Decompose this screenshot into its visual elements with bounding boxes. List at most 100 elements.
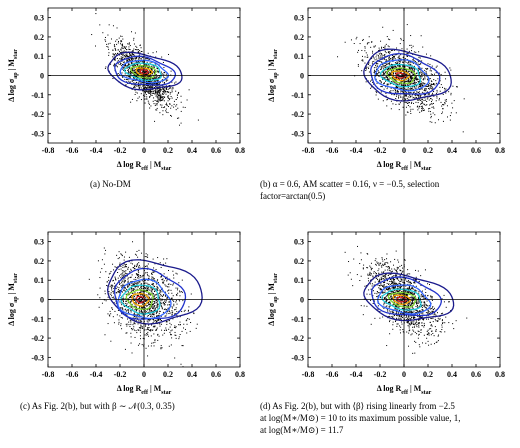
scatter-point [418, 85, 420, 87]
scatter-point [375, 264, 377, 266]
scatter-point [369, 271, 371, 273]
scatter-point [121, 51, 123, 53]
scatter-point [414, 290, 416, 292]
x-tick-label: -0.6 [66, 370, 79, 379]
scatter-point [138, 273, 140, 275]
scatter-point [414, 81, 416, 83]
scatter-point [398, 74, 400, 76]
scatter-point [161, 89, 163, 91]
scatter-point [421, 110, 423, 112]
scatter-point [409, 73, 411, 75]
scatter-point [416, 323, 418, 325]
scatter-point [161, 303, 163, 305]
scatter-point [427, 97, 429, 99]
scatter-point [157, 101, 159, 103]
scatter-point [421, 88, 423, 90]
scatter-point [439, 90, 441, 92]
scatter-point [164, 315, 166, 317]
scatter-point [178, 324, 180, 326]
scatter-point [136, 78, 138, 80]
scatter-point [435, 100, 437, 102]
scatter-point [418, 68, 420, 69]
scatter-point [176, 104, 178, 106]
scatter-point [154, 294, 156, 296]
scatter-point [117, 49, 119, 51]
scatter-point [397, 90, 399, 92]
scatter-point [152, 91, 154, 93]
scatter-point [149, 308, 151, 310]
scatter-point [408, 81, 410, 83]
scatter-point [152, 308, 154, 310]
scatter-point [144, 287, 146, 289]
scatter-point [386, 84, 388, 86]
scatter-point [427, 63, 429, 65]
scatter-point [377, 55, 379, 57]
scatter-point [128, 310, 130, 312]
scatter-point [116, 292, 118, 294]
scatter-point [380, 61, 382, 63]
scatter-point [149, 294, 151, 296]
scatter-point [412, 45, 414, 47]
scatter-point [111, 307, 113, 309]
scatter-point [393, 79, 395, 81]
scatter-point [146, 286, 148, 288]
scatter-point [141, 288, 143, 290]
scatter-point [124, 288, 126, 290]
scatter-point [429, 85, 431, 87]
scatter-point [383, 54, 385, 56]
scatter-point [450, 94, 452, 96]
scatter-point [121, 285, 123, 287]
scatter-point [148, 92, 150, 94]
scatter-point [426, 98, 428, 100]
scatter-point [385, 71, 387, 73]
scatter-point [149, 62, 151, 64]
scatter-point [431, 88, 433, 90]
scatter-point [396, 80, 398, 82]
scatter-point [154, 120, 156, 122]
scatter-point [446, 105, 448, 107]
scatter-point [160, 305, 162, 307]
scatter-point [408, 305, 410, 307]
scatter-point [140, 294, 142, 296]
scatter-point [368, 62, 370, 64]
scatter-point [416, 304, 418, 306]
scatter-point [416, 321, 418, 323]
scatter-point [390, 87, 392, 89]
scatter-point [150, 105, 152, 107]
scatter-point [140, 81, 142, 83]
scatter-point [120, 307, 122, 309]
scatter-point [378, 72, 380, 74]
scatter-point [379, 56, 381, 58]
scatter-point [430, 334, 432, 336]
scatter-point [466, 317, 468, 319]
scatter-point [438, 99, 440, 101]
scatter-point [393, 75, 395, 77]
scatter-point [138, 51, 140, 53]
scatter-point [161, 291, 163, 293]
scatter-point [411, 89, 413, 91]
scatter-point [132, 50, 134, 52]
scatter-point [136, 92, 138, 94]
scatter-point [168, 286, 170, 288]
x-tick-label: 0.8 [495, 146, 505, 155]
y-tick-label: -0.3 [291, 129, 304, 138]
scatter-point [112, 291, 114, 293]
scatter-point [392, 90, 394, 92]
scatter-point [166, 279, 168, 281]
scatter-point [154, 105, 156, 107]
scatter-point [158, 99, 160, 101]
scatter-point [136, 302, 138, 304]
x-tick-label: 0.2 [423, 146, 433, 155]
scatter-point [413, 74, 415, 76]
scatter-point [180, 122, 182, 124]
scatter-point [127, 56, 129, 58]
scatter-point [136, 263, 138, 265]
scatter-point [135, 49, 137, 51]
scatter-point [387, 77, 389, 79]
scatter-point [156, 315, 158, 317]
scatter-point [411, 323, 413, 325]
scatter-point [124, 270, 126, 272]
scatter-point [418, 81, 420, 83]
scatter-point [167, 286, 169, 288]
panel-c: -0.8 -0.6 -0.4 -0.2 0 0.2 0.4 0.6 0.8 0.3 0.2 0.1 0-… [0, 224, 260, 448]
